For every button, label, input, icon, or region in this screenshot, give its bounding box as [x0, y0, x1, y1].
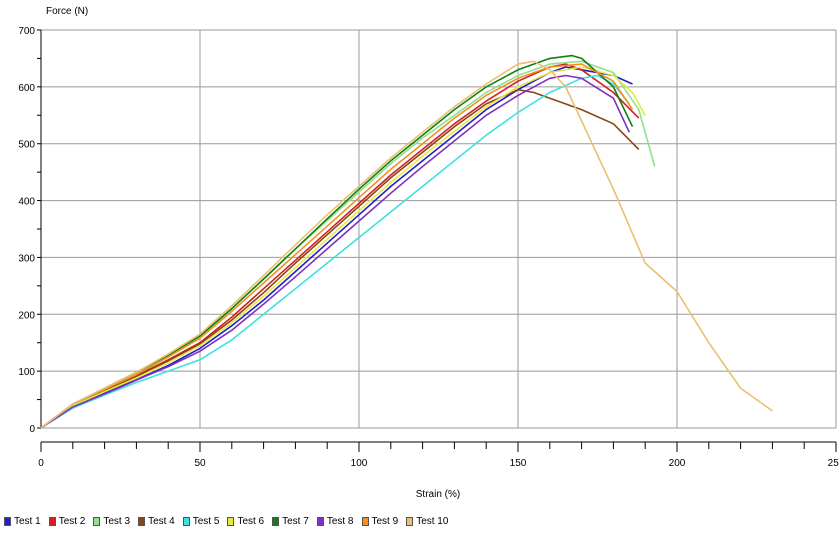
- y-tick-label: 700: [18, 26, 35, 37]
- y-tick-label: 600: [18, 83, 35, 94]
- legend-swatch: [227, 516, 235, 526]
- y-tick-label: 400: [18, 197, 35, 208]
- x-tick-label: 100: [351, 458, 368, 469]
- y-tick-label: 0: [29, 424, 35, 435]
- legend-label: Test 2: [58, 515, 86, 527]
- series-line-test-9: [40, 63, 634, 429]
- y-tick-label: 500: [18, 140, 35, 151]
- force-strain-chart: 0 100 200 300 400 500 600 700 0 50 100 150 200 250 Fo…: [18, 6, 839, 500]
- x-tick-label: 150: [510, 458, 527, 469]
- legend-label: Test 3: [103, 515, 131, 527]
- y-tick-label: 200: [18, 310, 35, 321]
- legend-item-test-4: Test 4: [138, 516, 175, 527]
- series-line-test-10: [40, 60, 773, 429]
- legend-label: Test 8: [326, 515, 354, 527]
- legend: Test 1 Test 2 Test 3 Test 4 Test 5 Test 6 Test…: [4, 513, 448, 529]
- series-line-test-2: [40, 63, 640, 429]
- x-tick-label: 200: [669, 458, 686, 469]
- legend-swatch: [272, 516, 280, 526]
- legend-swatch: [361, 516, 369, 526]
- legend-item-test-3: Test 3: [93, 516, 130, 527]
- legend-item-test-2: Test 2: [48, 515, 86, 527]
- legend-item-test-1: Test 1: [4, 516, 41, 527]
- series-line-test-5: [40, 74, 630, 429]
- y-tick-label: 100: [18, 367, 35, 378]
- legend-swatch: [48, 516, 56, 526]
- legend-item-test-7: Test 7: [272, 516, 309, 527]
- legend-label: Test 1: [14, 515, 41, 527]
- x-tick-label: 0: [38, 458, 44, 469]
- legend-label: Test 4: [148, 515, 175, 527]
- legend-item-test-10: Test 10: [406, 516, 448, 527]
- series-line-test-7: [40, 54, 634, 429]
- y-axis-title: Force (N): [46, 6, 88, 17]
- series-line-test-8: [40, 74, 631, 429]
- y-tick-label: 300: [18, 253, 35, 264]
- x-tick-label: 50: [194, 458, 206, 469]
- legend-swatch: [138, 516, 146, 526]
- legend-swatch: [316, 516, 324, 526]
- legend-label: Test 7: [282, 515, 309, 527]
- legend-swatch: [182, 516, 190, 526]
- legend-item-test-8: Test 8: [316, 515, 354, 527]
- legend-label: Test 10: [416, 515, 449, 527]
- legend-item-test-9: Test 9: [361, 515, 399, 527]
- legend-item-test-5: Test 5: [182, 515, 220, 527]
- legend-label: Test 9: [371, 515, 399, 527]
- legend-item-test-6: Test 6: [227, 516, 264, 527]
- legend-swatch: [93, 516, 101, 526]
- legend-label: Test 6: [237, 515, 265, 527]
- series-line-test-1: [40, 66, 633, 429]
- legend-swatch: [4, 516, 11, 526]
- axes: [37, 29, 837, 452]
- x-tick-label: 250: [828, 458, 839, 469]
- series-line-test-6: [40, 66, 646, 429]
- x-axis-title: Strain (%): [416, 489, 460, 500]
- tick-labels: 0 100 200 300 400 500 600 700 0 50 100 150 200 250: [18, 26, 839, 469]
- series-lines: [40, 54, 773, 429]
- legend-swatch: [406, 516, 414, 526]
- legend-label: Test 5: [192, 515, 220, 527]
- series-line-test-3: [40, 60, 656, 429]
